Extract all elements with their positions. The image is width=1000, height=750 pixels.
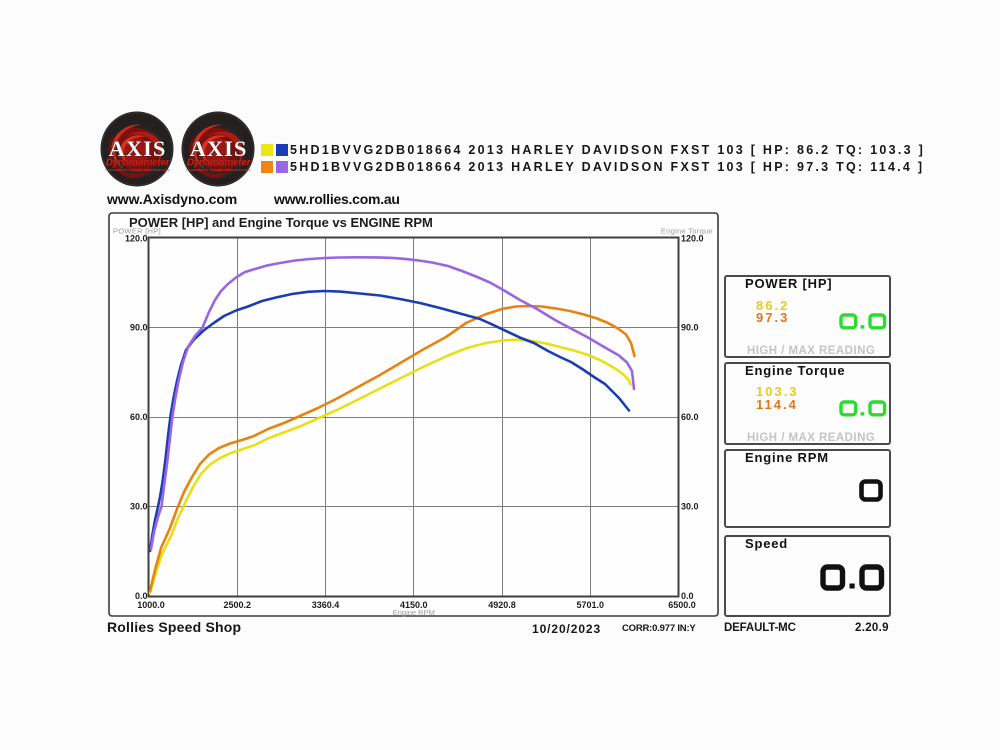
svg-text:Engine RPM: Engine RPM <box>393 608 435 617</box>
svg-text:2500.2: 2500.2 <box>224 600 252 610</box>
svg-text:120.0: 120.0 <box>125 234 148 244</box>
svg-text:4150.0: 4150.0 <box>400 600 428 610</box>
svg-text:120.0: 120.0 <box>681 234 704 244</box>
svg-text:60.0: 60.0 <box>130 412 148 422</box>
svg-text:0.0: 0.0 <box>135 591 148 601</box>
svg-text:90.0: 90.0 <box>681 323 699 333</box>
svg-text:Engine Torque: Engine Torque <box>661 227 713 236</box>
svg-text:POWER [HP]: POWER [HP] <box>113 227 161 236</box>
svg-text:3360.4: 3360.4 <box>312 600 340 610</box>
svg-text:60.0: 60.0 <box>681 412 699 422</box>
svg-text:6500.0: 6500.0 <box>668 600 696 610</box>
svg-text:30.0: 30.0 <box>681 502 699 512</box>
svg-text:1000.0: 1000.0 <box>137 600 165 610</box>
svg-text:0.0: 0.0 <box>681 591 694 601</box>
svg-text:5701.0: 5701.0 <box>577 600 605 610</box>
svg-text:30.0: 30.0 <box>130 502 148 512</box>
svg-text:POWER [HP] and Engine Torque v: POWER [HP] and Engine Torque vs ENGINE R… <box>129 215 433 230</box>
svg-text:4920.8: 4920.8 <box>488 600 516 610</box>
svg-text:90.0: 90.0 <box>130 323 148 333</box>
